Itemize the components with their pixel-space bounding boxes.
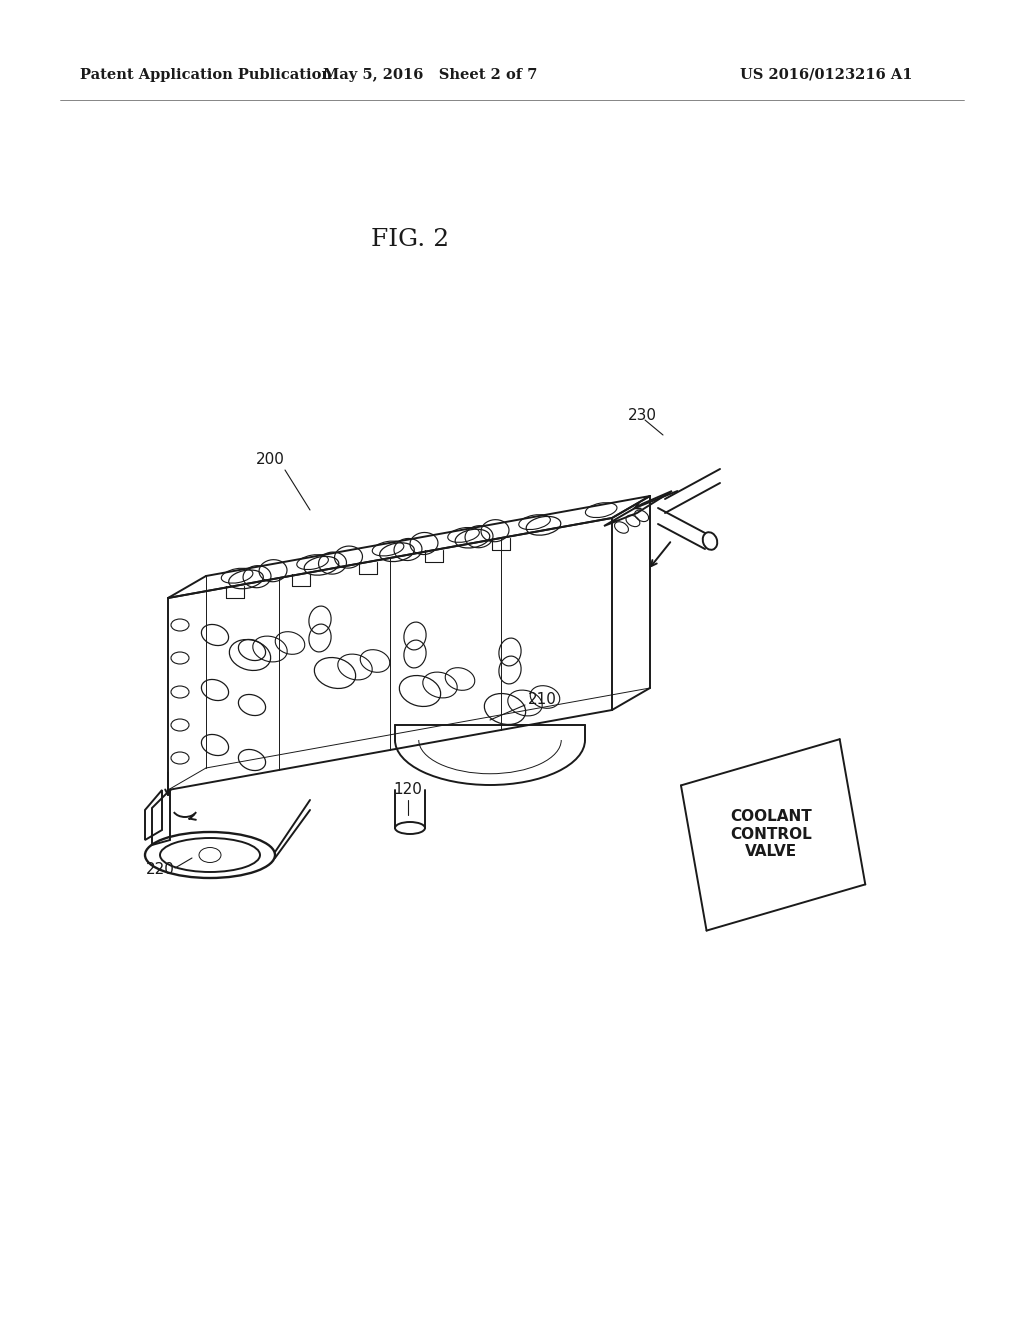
Text: 120: 120 (393, 783, 423, 797)
Text: 220: 220 (145, 862, 174, 878)
Text: US 2016/0123216 A1: US 2016/0123216 A1 (740, 69, 912, 82)
Text: COOLANT
CONTROL
VALVE: COOLANT CONTROL VALVE (730, 809, 812, 859)
Text: FIG. 2: FIG. 2 (371, 228, 450, 252)
Text: Patent Application Publication: Patent Application Publication (80, 69, 332, 82)
Text: 210: 210 (527, 693, 556, 708)
Text: 200: 200 (256, 453, 285, 467)
Text: 230: 230 (628, 408, 656, 422)
Text: May 5, 2016   Sheet 2 of 7: May 5, 2016 Sheet 2 of 7 (323, 69, 538, 82)
